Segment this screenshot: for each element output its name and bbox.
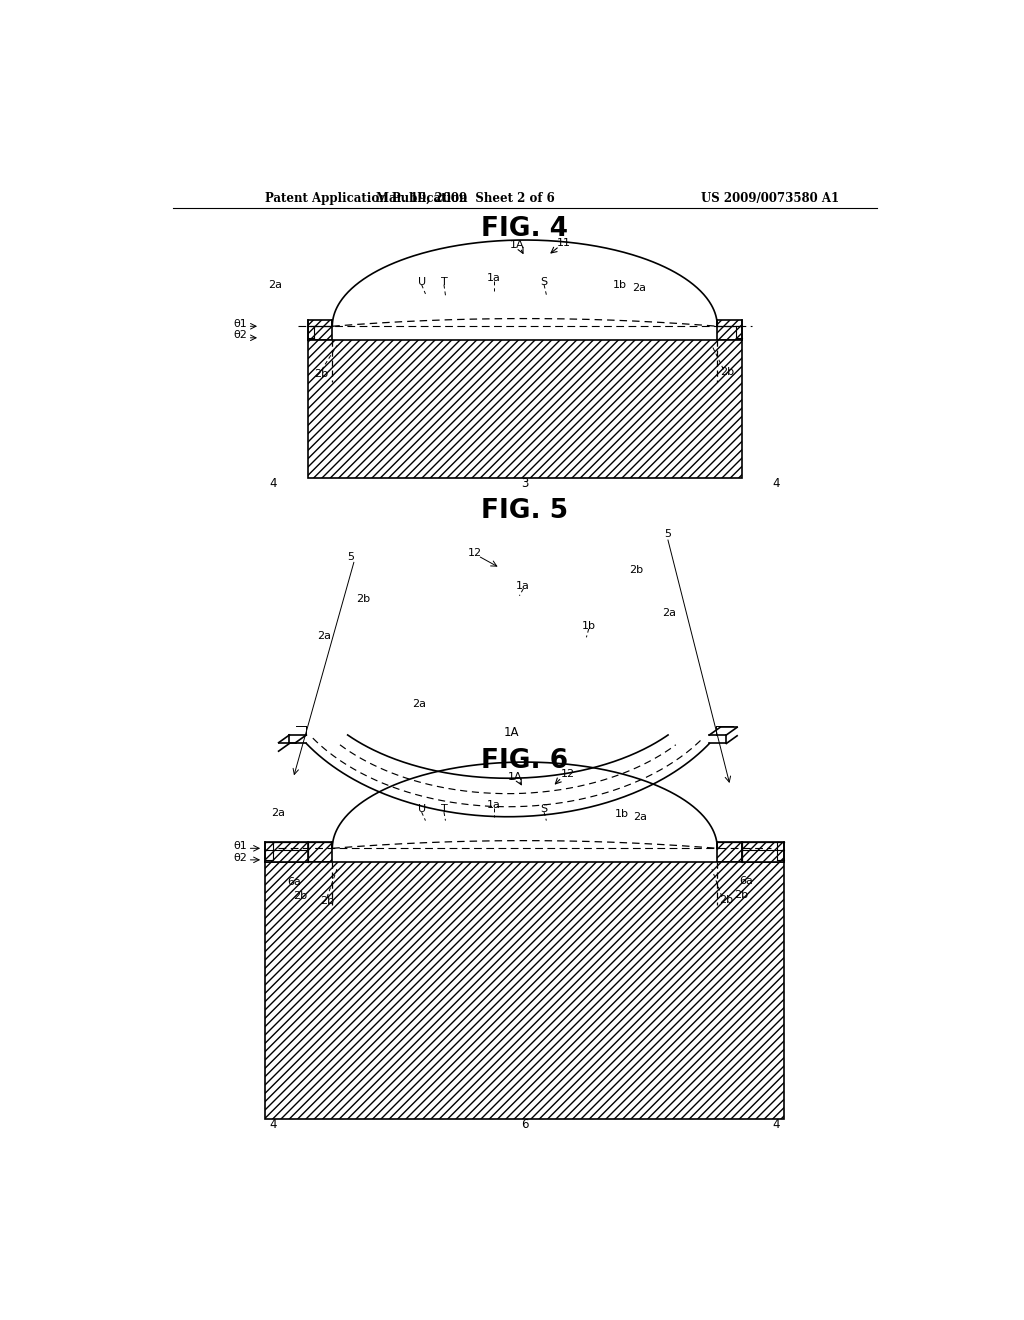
Text: T: T [440,804,447,814]
Text: U: U [418,277,426,286]
Text: 4: 4 [772,477,779,490]
Polygon shape [742,842,784,862]
Text: US 2009/0073580 A1: US 2009/0073580 A1 [700,191,839,205]
Text: 1A: 1A [510,240,524,251]
Text: 5: 5 [347,552,354,562]
Text: 1A: 1A [508,772,523,781]
Text: 2b: 2b [314,370,329,379]
Polygon shape [307,842,333,862]
Text: FIG. 6: FIG. 6 [481,748,568,775]
Text: 3: 3 [521,477,528,490]
Polygon shape [307,321,333,341]
Text: 2b: 2b [319,896,334,907]
Text: 2a: 2a [633,812,647,822]
Text: θ1: θ1 [233,319,248,329]
Text: FIG. 4: FIG. 4 [481,216,568,243]
Text: 12: 12 [561,770,575,779]
Text: 1a: 1a [487,800,501,810]
Text: 2b: 2b [720,367,734,378]
Text: θ2: θ2 [233,853,248,863]
Text: U: U [418,804,426,814]
Polygon shape [717,842,742,862]
Text: 1a: 1a [516,581,530,591]
Text: 2b: 2b [293,891,307,902]
Text: 4: 4 [772,1118,779,1131]
Text: 2b: 2b [719,895,733,906]
Text: Mar. 19, 2009  Sheet 2 of 6: Mar. 19, 2009 Sheet 2 of 6 [376,191,555,205]
Polygon shape [307,341,742,478]
Polygon shape [717,321,742,341]
Text: 6a: 6a [739,875,754,886]
Text: 1b: 1b [612,280,627,290]
Text: 1A: 1A [504,726,519,739]
Text: 1b: 1b [614,809,629,820]
Polygon shape [265,862,784,1119]
Text: 2a: 2a [271,808,286,818]
Text: 2a: 2a [317,631,332,640]
Text: S: S [541,277,548,286]
Text: θ2: θ2 [233,330,248,341]
Text: 2a: 2a [663,607,677,618]
Text: 6a: 6a [288,878,301,887]
Text: 2b: 2b [356,594,370,603]
Text: 4: 4 [269,1118,276,1131]
Text: 5: 5 [664,529,671,539]
Text: 2a: 2a [268,280,283,290]
Text: 1a: 1a [487,273,501,282]
Text: T: T [440,277,447,286]
Text: 2a: 2a [413,698,426,709]
Text: Patent Application Publication: Patent Application Publication [265,191,468,205]
Text: 1b: 1b [582,620,596,631]
Text: 6: 6 [521,1118,528,1131]
Text: 12: 12 [468,548,482,558]
Text: 2b: 2b [630,565,643,576]
Text: FIG. 5: FIG. 5 [481,498,568,524]
Text: S: S [541,804,548,814]
Polygon shape [265,842,307,862]
Text: 2a: 2a [632,282,646,293]
Text: 11: 11 [557,238,571,248]
Text: θ1: θ1 [233,841,248,851]
Text: 2b: 2b [734,890,749,899]
Text: 4: 4 [269,477,276,490]
